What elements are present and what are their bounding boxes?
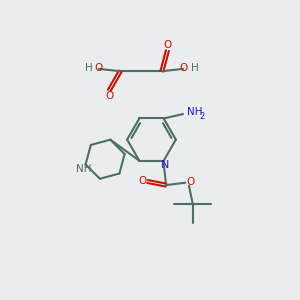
Text: O: O (163, 40, 172, 50)
Text: H: H (191, 63, 199, 73)
Text: O: O (105, 91, 113, 101)
Text: O: O (187, 177, 195, 187)
Text: O: O (138, 176, 146, 186)
Text: O: O (94, 63, 102, 73)
Text: NH: NH (76, 164, 92, 174)
Text: O: O (180, 63, 188, 73)
Text: H: H (85, 63, 92, 73)
Text: 2: 2 (199, 112, 204, 121)
Text: NH: NH (187, 107, 202, 117)
Text: N: N (161, 160, 169, 170)
